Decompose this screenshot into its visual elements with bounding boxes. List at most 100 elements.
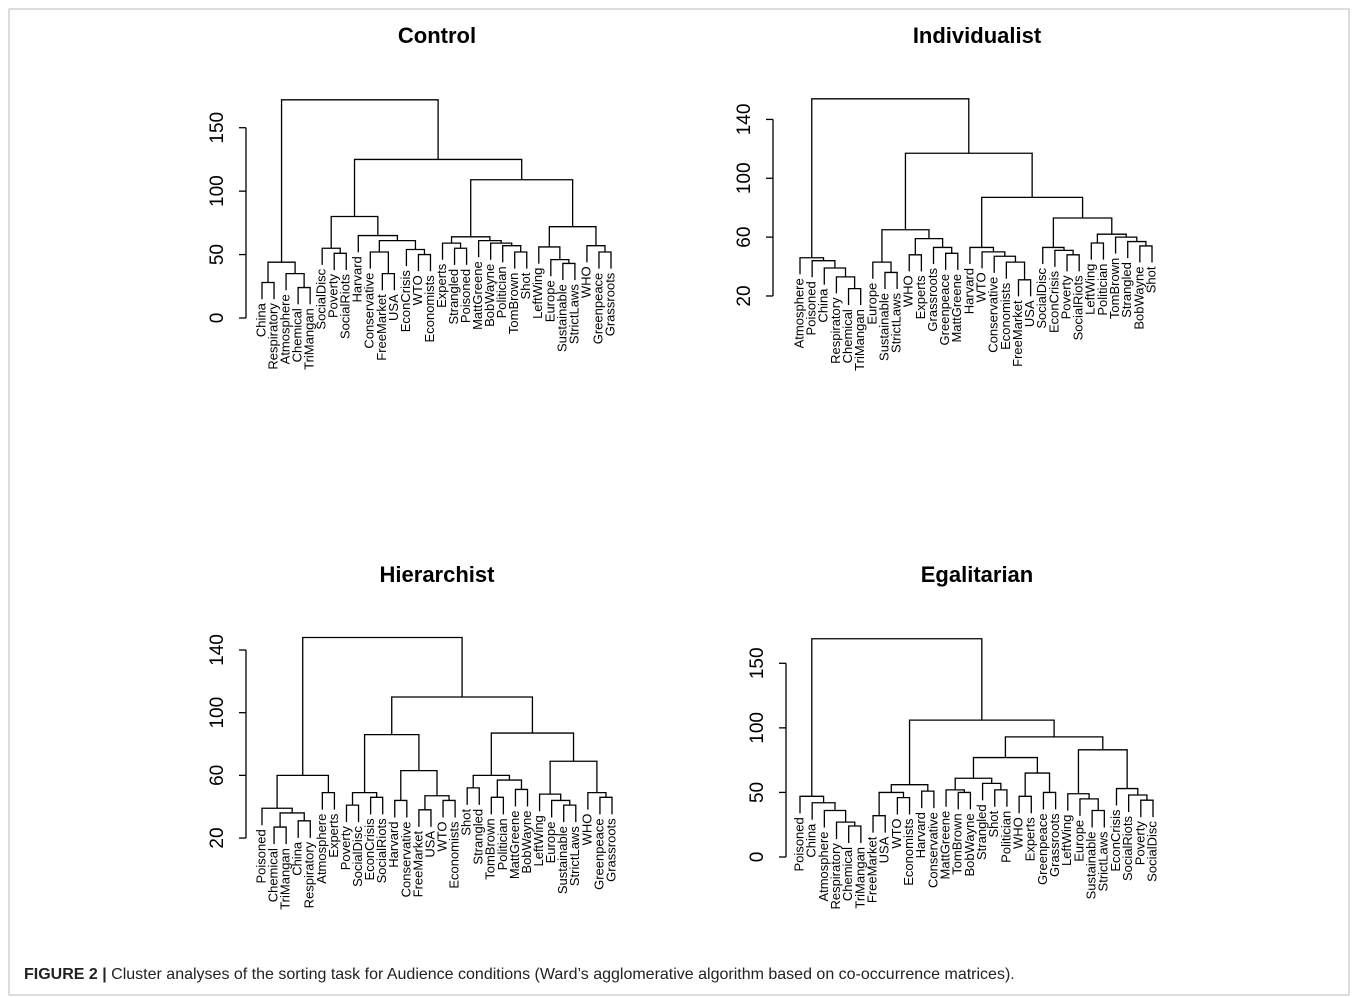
- merge: [1018, 795, 1032, 814]
- leaf-label: Economists: [901, 818, 916, 886]
- leaf-label: SocialDisc: [314, 268, 329, 329]
- merge: [835, 276, 856, 294]
- leaf-label: Shot: [1143, 266, 1158, 293]
- merge: [418, 809, 432, 827]
- leaf-label: Chemical: [290, 308, 305, 362]
- caption-text: Cluster analyses of the sorting task for…: [111, 966, 1015, 983]
- y-tick-label: 100: [207, 697, 228, 729]
- merge: [514, 788, 529, 807]
- merge: [586, 245, 606, 263]
- merge: [835, 821, 856, 840]
- leaf-label: Shot: [518, 272, 533, 299]
- leaf-label: Politician: [495, 818, 510, 870]
- merge: [799, 795, 825, 814]
- merge: [466, 787, 480, 805]
- y-tick-label: 50: [207, 244, 228, 265]
- leaf-label: WHO: [579, 814, 594, 846]
- merge: [261, 807, 293, 826]
- merge: [551, 799, 571, 818]
- leaf-label: StrictLaws: [566, 284, 581, 344]
- leaf-label: BobWayne: [1131, 267, 1146, 330]
- merge: [811, 802, 836, 820]
- leaf-label: TomBrown: [483, 818, 498, 879]
- leaf-label: WHO: [578, 266, 593, 298]
- leaf-label: StrictLaws: [1096, 831, 1111, 891]
- leaf-label: Strangled: [446, 269, 461, 325]
- leaf-label: Economists: [422, 275, 437, 343]
- leaf-label: BobWayne: [482, 264, 497, 327]
- leaf-label: Conservative: [925, 812, 940, 888]
- merge: [514, 251, 528, 269]
- merge: [823, 809, 847, 828]
- panel-title: Control: [398, 23, 476, 48]
- merge: [548, 226, 597, 247]
- merge: [391, 696, 534, 735]
- leaf-label: Grassroots: [1047, 813, 1062, 877]
- leaf-label: BobWayne: [962, 813, 977, 876]
- leaf-label: WHO: [901, 275, 916, 307]
- leaf-label: USA: [877, 836, 892, 863]
- leaf-label: FreeMarket: [1010, 300, 1025, 367]
- merge: [490, 796, 505, 815]
- merge: [279, 812, 305, 828]
- leaf-label: Strangled: [974, 804, 989, 860]
- merge: [442, 799, 456, 818]
- leaf-label: Strangled: [1119, 262, 1134, 318]
- leaf-label: Experts: [434, 263, 449, 308]
- leaf-label: TriMangan: [278, 848, 293, 910]
- merge: [994, 789, 1008, 807]
- leaf-label: Harvard: [386, 821, 401, 867]
- leaf-label: USA: [1022, 300, 1037, 327]
- merge: [563, 804, 577, 823]
- merge: [1004, 736, 1104, 758]
- leaf-label: USA: [386, 294, 401, 321]
- leaf-label: Respiratory: [302, 841, 317, 908]
- merge: [969, 246, 995, 264]
- panel-title: Individualist: [913, 23, 1042, 48]
- caption-label: FIGURE 2 |: [24, 966, 107, 983]
- leaf-label: Europe: [543, 821, 558, 863]
- leaf-label: Atmosphere: [791, 278, 806, 348]
- merge: [981, 251, 1006, 269]
- leaf-label: SocialDisc: [1144, 821, 1159, 882]
- y-tick-label: 150: [207, 112, 228, 144]
- merge: [811, 260, 836, 278]
- leaf-label: WTO: [434, 821, 449, 851]
- merge: [369, 251, 390, 274]
- merge: [993, 255, 1017, 273]
- merge: [357, 234, 399, 253]
- leaf-label: Politician: [998, 811, 1013, 863]
- merge: [811, 638, 983, 797]
- leaf-label: Respiratory: [828, 843, 843, 910]
- leaf-label: USA: [422, 831, 437, 858]
- leaf-label: Atmosphere: [816, 831, 831, 901]
- leaf-label: StrictLaws: [889, 293, 904, 353]
- merge: [1066, 254, 1080, 272]
- leaf-label: Experts: [913, 275, 928, 320]
- leaf-label: Sustainable: [554, 284, 569, 352]
- merge: [945, 252, 959, 270]
- merge: [1042, 791, 1057, 810]
- leaf-label: Greenpeace: [591, 818, 606, 890]
- leaf-label: China: [804, 823, 819, 858]
- y-tick-label: 140: [734, 104, 755, 136]
- leaf-label: Respiratory: [828, 297, 843, 364]
- merge: [1090, 242, 1105, 260]
- merge: [538, 793, 562, 812]
- leaf-label: Economists: [447, 821, 462, 889]
- merge: [1140, 799, 1154, 818]
- merge: [321, 791, 336, 810]
- leaf-label: LeftWing: [1059, 815, 1074, 866]
- leaf-label: MattGreene: [949, 274, 964, 343]
- merge: [945, 789, 965, 807]
- leaf-label: China: [290, 841, 305, 876]
- leaf-label: Greenpeace: [590, 273, 605, 345]
- leaf-label: Poisoned: [804, 281, 819, 335]
- leaf-label: Experts: [1023, 817, 1038, 862]
- merge: [981, 196, 1084, 248]
- panel-title: Hierarchist: [380, 562, 496, 587]
- merge: [472, 774, 511, 788]
- leaf-label: Chemical: [266, 848, 281, 902]
- merge: [1115, 787, 1139, 806]
